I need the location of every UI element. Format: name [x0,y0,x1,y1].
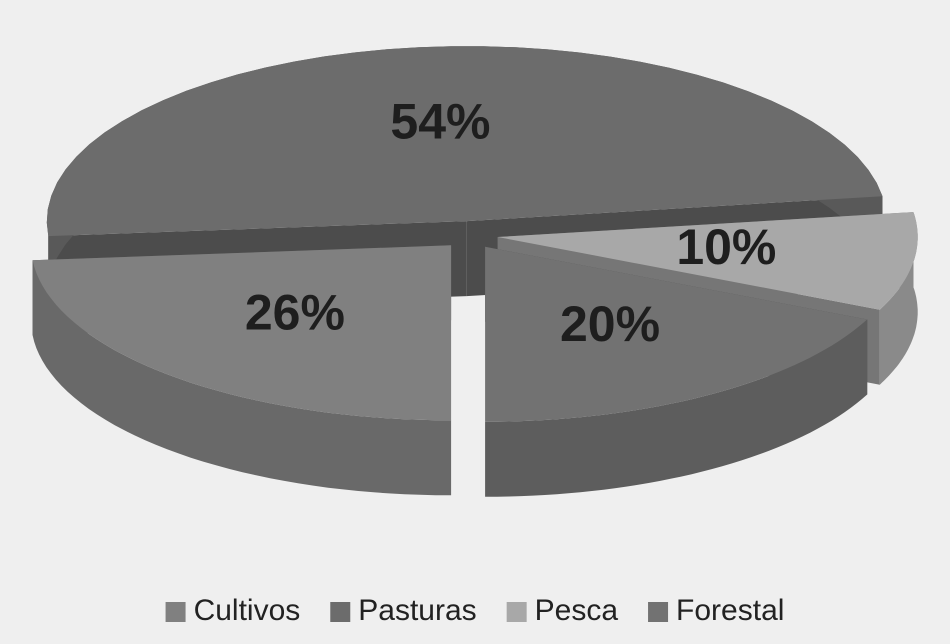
slice [46,46,883,237]
slice-side [32,260,452,496]
legend-label: Cultivos [194,594,301,627]
legend-label: Forestal [676,594,784,627]
pie-tops [32,46,918,422]
slice-side [485,319,868,497]
legend-swatch [648,602,669,622]
data-label: 26% [245,284,345,340]
data-label: 10% [676,219,776,275]
legend-swatch [165,602,186,622]
slice-side [879,212,918,385]
legend-swatch [506,602,527,622]
data-label: 54% [390,94,490,150]
legend-swatch [330,602,351,622]
legend-label: Pasturas [358,594,476,627]
legend: Cultivos Pasturas Pesca Forestal [165,594,784,627]
data-label: 20% [560,296,660,352]
slice [497,212,918,310]
legend-label: Pesca [535,594,619,627]
slice [485,246,868,422]
slice [32,245,452,421]
